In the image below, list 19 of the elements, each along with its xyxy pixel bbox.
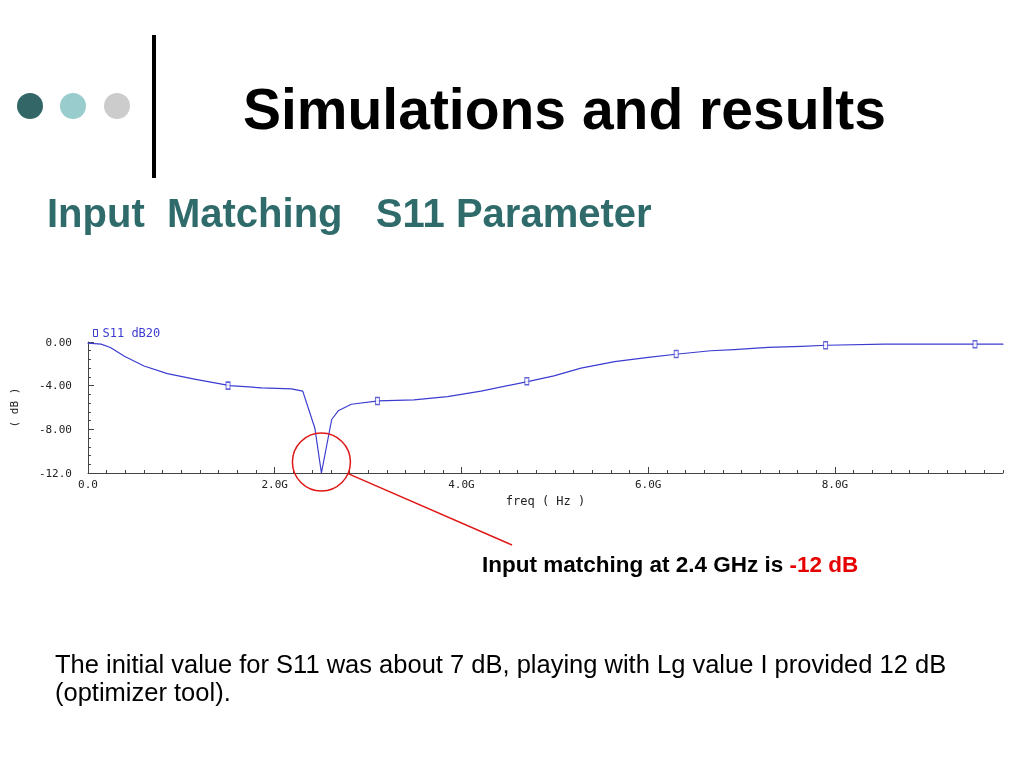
x-tick-label: 0.0	[78, 478, 98, 491]
x-axis-title: freq ( Hz )	[505, 493, 586, 508]
legend-label: S11 dB20	[102, 326, 161, 340]
x-tick-label: 4.0G	[448, 478, 475, 491]
text: -12 dB	[789, 552, 859, 577]
text: The initial value for S11 was about 7 dB, playing with Lg value I provided 12 dB (optimizer tool).	[55, 650, 948, 706]
y-tick-label: 0.00	[45, 335, 72, 349]
y-tick-label: -8.00	[38, 422, 72, 436]
x-tick-label: 2.0G	[261, 478, 288, 491]
y-tick-label: -12.0	[38, 466, 72, 480]
line-series	[87, 342, 1004, 474]
chart-subtitle: Input Matching S11 Parameter	[47, 191, 652, 235]
y-tick-label: -4.00	[38, 379, 72, 393]
point	[374, 396, 381, 406]
x-tick-label: 6.0G	[634, 478, 662, 491]
y-axis-title: ( dB )	[8, 387, 21, 428]
x-tick-label: 8.0G	[821, 478, 849, 491]
chart-title: Simulations and results	[243, 77, 886, 141]
text: Input matching at 2.4 GHz is	[482, 552, 784, 577]
